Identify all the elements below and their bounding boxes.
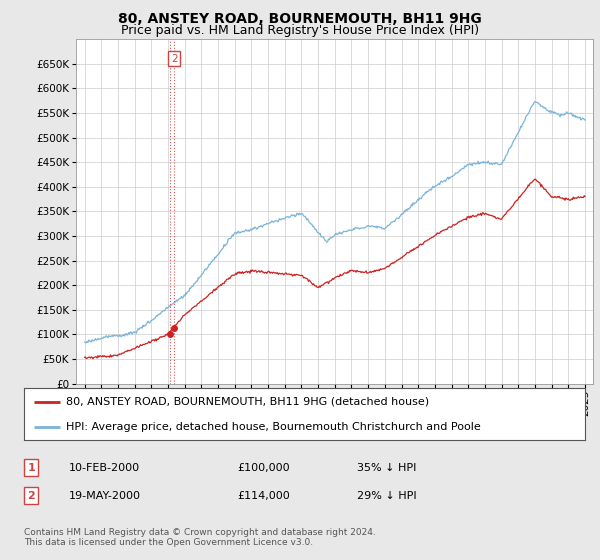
Text: £100,000: £100,000	[237, 463, 290, 473]
Text: 80, ANSTEY ROAD, BOURNEMOUTH, BH11 9HG (detached house): 80, ANSTEY ROAD, BOURNEMOUTH, BH11 9HG (…	[66, 397, 429, 407]
Text: 1: 1	[28, 463, 35, 473]
Text: 29% ↓ HPI: 29% ↓ HPI	[357, 491, 416, 501]
Text: Price paid vs. HM Land Registry's House Price Index (HPI): Price paid vs. HM Land Registry's House …	[121, 24, 479, 36]
Text: HPI: Average price, detached house, Bournemouth Christchurch and Poole: HPI: Average price, detached house, Bour…	[66, 422, 481, 432]
Text: 2: 2	[28, 491, 35, 501]
Text: 35% ↓ HPI: 35% ↓ HPI	[357, 463, 416, 473]
Text: 80, ANSTEY ROAD, BOURNEMOUTH, BH11 9HG: 80, ANSTEY ROAD, BOURNEMOUTH, BH11 9HG	[118, 12, 482, 26]
Text: £114,000: £114,000	[237, 491, 290, 501]
Text: 10-FEB-2000: 10-FEB-2000	[69, 463, 140, 473]
Text: Contains HM Land Registry data © Crown copyright and database right 2024.
This d: Contains HM Land Registry data © Crown c…	[24, 528, 376, 548]
Text: 2: 2	[171, 54, 178, 64]
Text: 19-MAY-2000: 19-MAY-2000	[69, 491, 141, 501]
